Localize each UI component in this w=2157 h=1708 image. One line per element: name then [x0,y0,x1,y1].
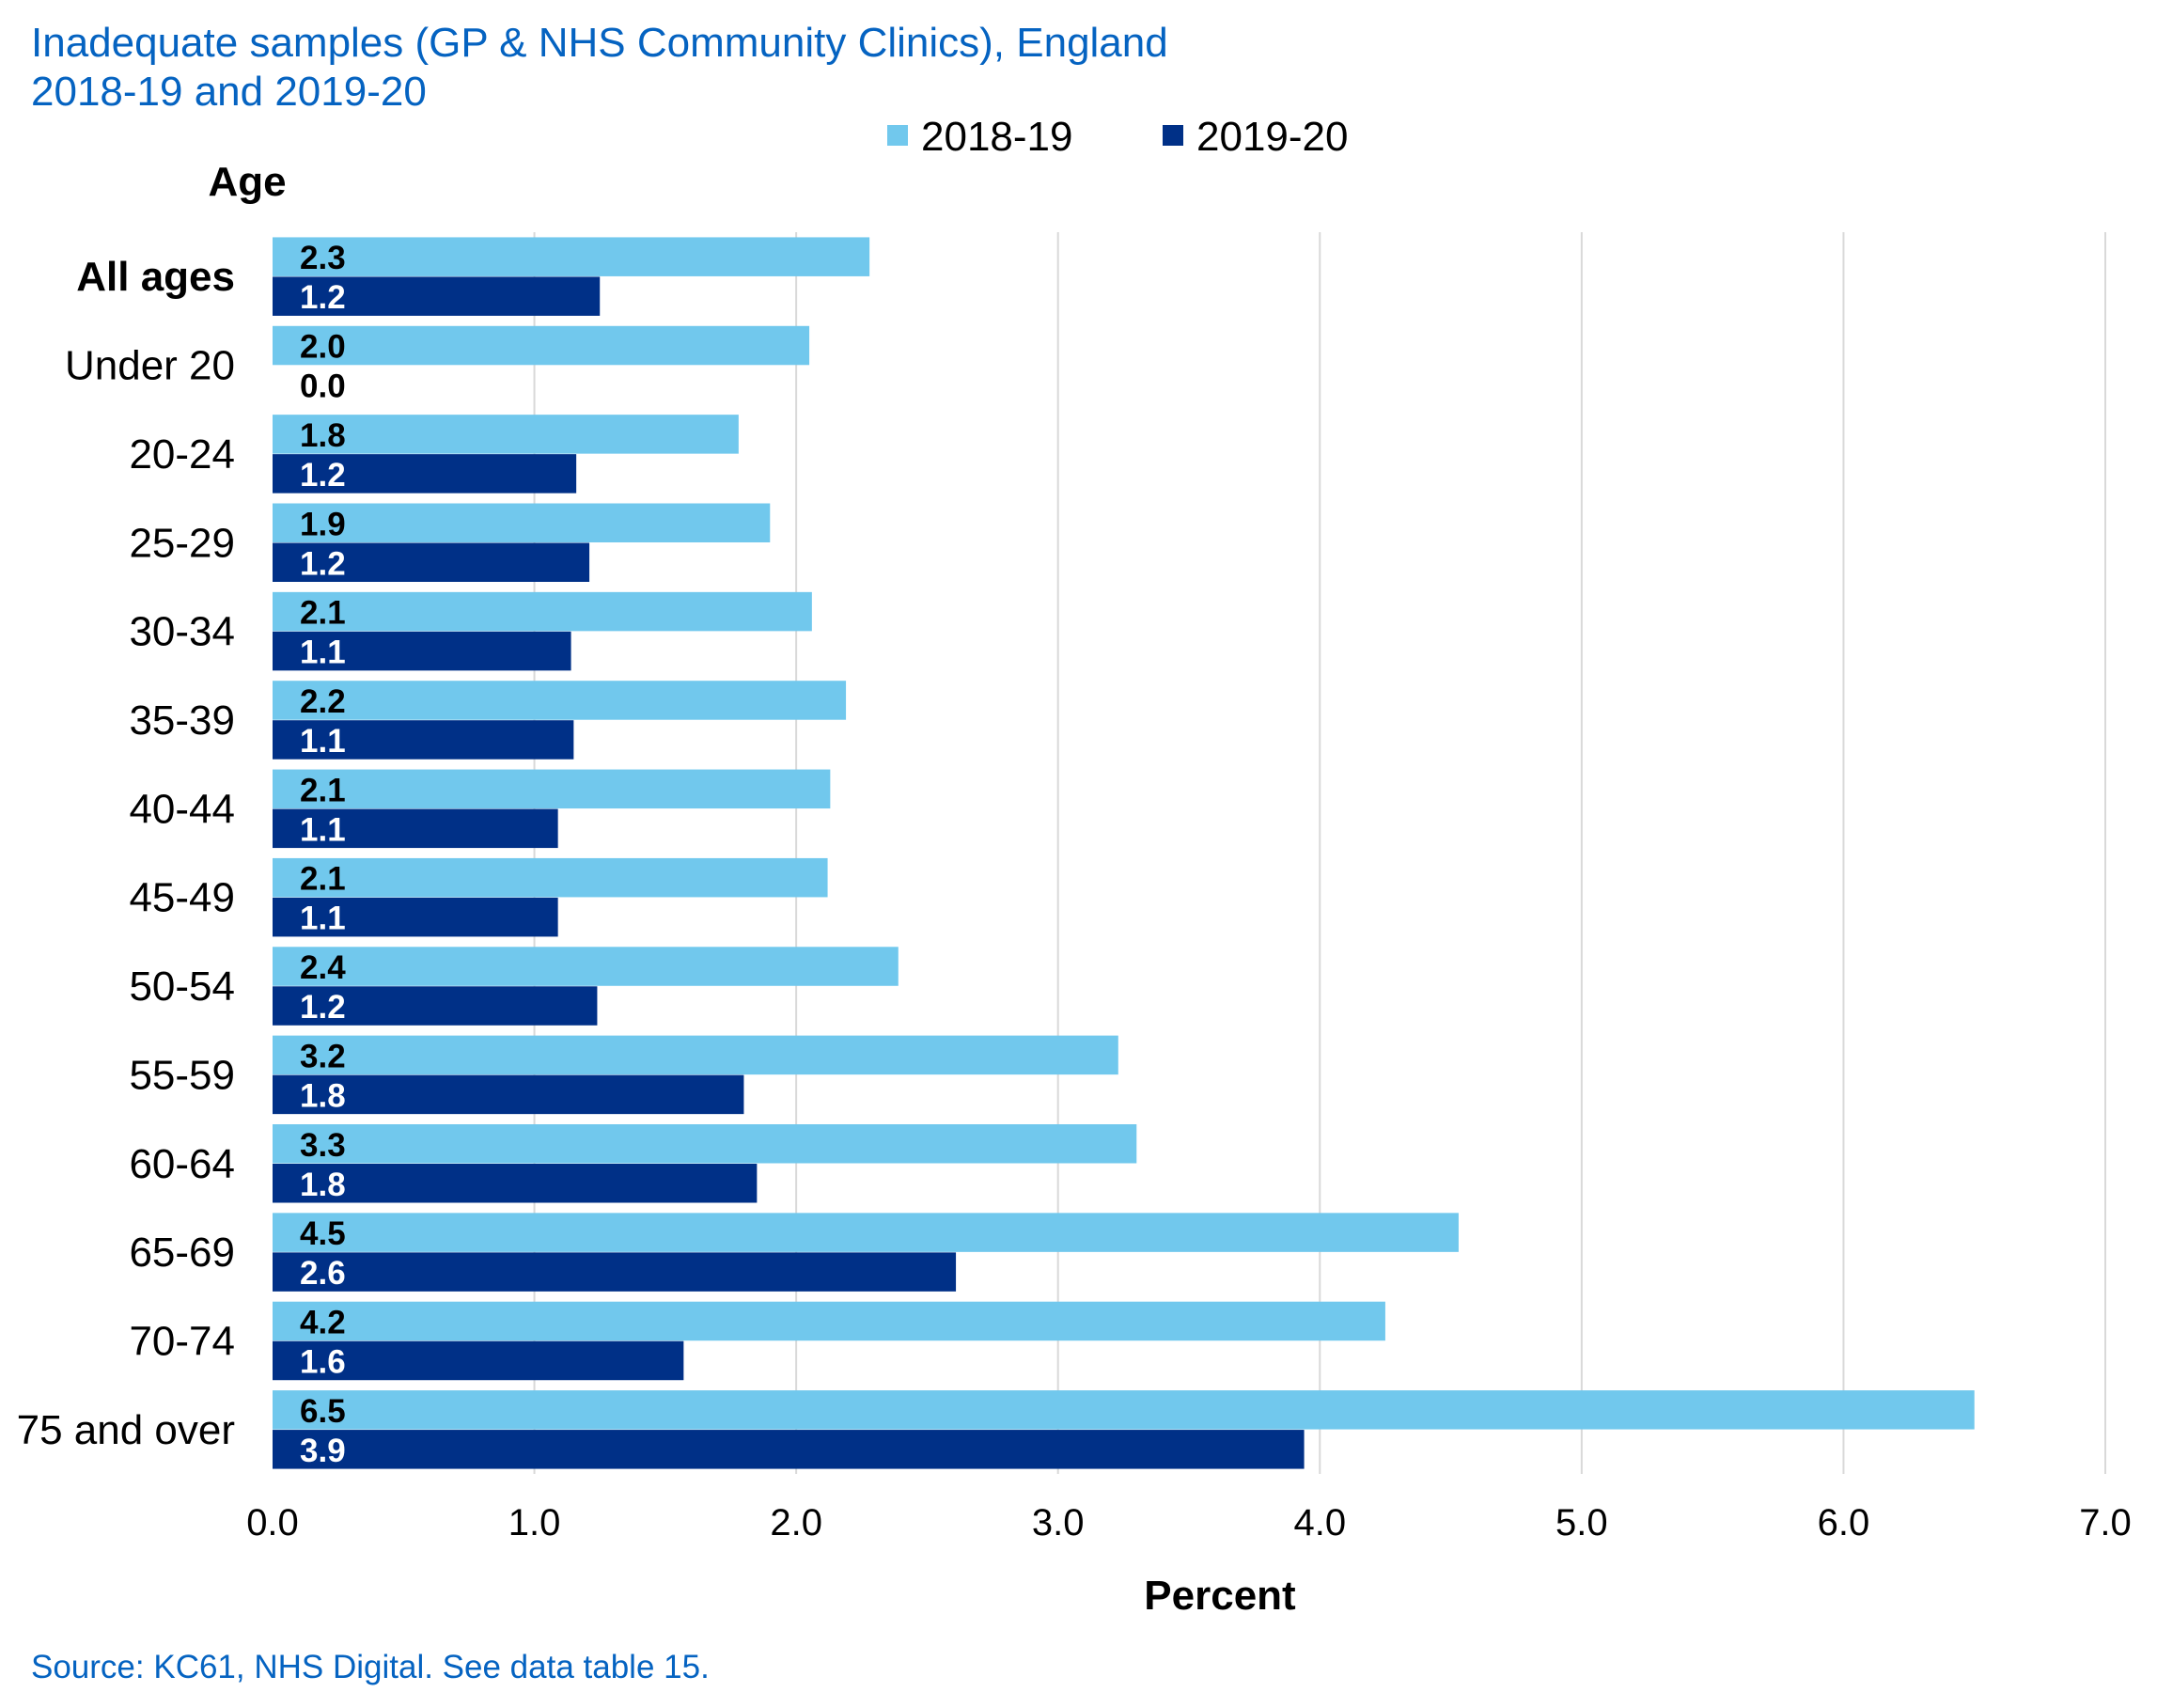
source-note: Source: KC61, NHS Digital. See data tabl… [31,1649,710,1685]
data-label-2019-20-12: 1.6 [300,1343,346,1380]
x-tick-label-0: 0.0 [246,1502,299,1543]
bar-2019-20-9 [273,1074,744,1115]
data-label-2018-19-12: 4.2 [300,1304,346,1340]
legend: 2018-19 2019-20 [887,114,1348,160]
bar-2018-19-0 [273,237,870,276]
category-label-1: Under 20 [65,343,235,389]
data-label-2019-20-11: 2.6 [300,1255,346,1292]
bar-2018-19-13 [273,1390,1975,1430]
data-label-2018-19-2: 1.8 [300,417,346,454]
data-label-2018-19-7: 2.1 [300,861,346,898]
legend-label-2019-20: 2019-20 [1196,114,1348,160]
category-label-6: 40-44 [129,786,235,832]
data-label-2018-19-9: 3.2 [300,1038,346,1074]
bar-2019-20-10 [273,1164,758,1203]
bar-2019-20-2 [273,454,577,494]
category-label-10: 60-64 [129,1141,235,1187]
category-label-2: 20-24 [129,431,235,478]
bar-2018-19-4 [273,591,812,632]
data-label-2018-19-10: 3.3 [300,1127,346,1164]
data-label-2019-20-1: 0.0 [300,368,346,405]
data-label-2018-19-8: 2.4 [300,949,346,986]
bar-2018-19-5 [273,681,847,720]
data-label-2019-20-4: 1.1 [300,635,346,671]
category-label-12: 70-74 [129,1318,235,1364]
data-label-2019-20-7: 1.1 [300,901,346,937]
data-label-2018-19-3: 1.9 [300,506,346,542]
data-label-2019-20-2: 1.2 [300,457,346,494]
bar-2018-19-3 [273,503,771,542]
data-label-2019-20-0: 1.2 [300,279,346,316]
data-label-2018-19-11: 4.5 [300,1215,346,1252]
x-tick-label-6: 6.0 [1818,1502,1870,1543]
x-axis-title: Percent [1144,1573,1296,1619]
category-label-7: 45-49 [129,875,235,921]
data-label-2018-19-1: 2.0 [300,329,346,366]
chart-title-line-2: 2018-19 and 2019-20 [31,69,427,115]
data-label-2019-20-3: 1.2 [300,545,346,582]
bar-2019-20-6 [273,808,558,849]
bar-2019-20-0 [273,276,601,316]
bar-2018-19-1 [273,325,810,366]
category-label-4: 30-34 [129,609,235,655]
bar-2019-20-8 [273,986,598,1026]
category-label-8: 50-54 [129,964,235,1010]
x-tick-label-4: 4.0 [1293,1502,1346,1543]
category-label-3: 25-29 [129,520,235,566]
data-label-2018-19-6: 2.1 [300,772,346,808]
data-label-2019-20-8: 1.2 [300,989,346,1026]
bar-2018-19-7 [273,857,828,898]
bar-2018-19-9 [273,1035,1118,1075]
bar-2018-19-6 [273,769,831,809]
gridlines [533,232,2106,1474]
bar-2018-19-8 [273,947,899,986]
legend-swatch-2018-19 [887,125,908,146]
data-label-2019-20-9: 1.8 [300,1077,346,1114]
bar-2019-20-5 [273,720,574,760]
bars: 2.31.22.00.01.81.21.91.22.11.12.21.12.11… [273,237,1975,1469]
data-label-2018-19-0: 2.3 [300,240,346,276]
data-label-2019-20-10: 1.8 [300,1167,346,1203]
bar-2018-19-10 [273,1124,1137,1164]
bar-2019-20-11 [273,1252,957,1292]
category-label-9: 55-59 [129,1052,235,1098]
x-tick-label-5: 5.0 [1555,1502,1608,1543]
legend-swatch-2019-20 [1163,125,1183,146]
x-tick-label-2: 2.0 [770,1502,822,1543]
category-label-13: 75 and over [17,1407,235,1453]
data-label-2019-20-6: 1.1 [300,811,346,848]
category-label-11: 65-69 [129,1230,235,1276]
x-tick-label-7: 7.0 [2079,1502,2132,1543]
x-tick-label-1: 1.0 [508,1502,561,1543]
y-axis-title: Age [208,159,286,205]
bar-2019-20-3 [273,542,590,582]
category-label-0: All ages [76,254,235,300]
x-tick-labels: 0.0 1.0 2.0 3.0 4.0 5.0 6.0 7.0 [246,1502,2132,1543]
data-label-2018-19-13: 6.5 [300,1393,346,1430]
category-label-5: 35-39 [129,697,235,744]
data-label-2019-20-5: 1.1 [300,723,346,760]
data-label-2018-19-5: 2.2 [300,683,346,720]
bar-2019-20-4 [273,631,571,671]
category-labels: All ages Under 20 20-24 25-29 30-34 35-39 40-4… [17,254,235,1453]
data-label-2019-20-13: 3.9 [300,1433,346,1469]
bar-2019-20-13 [273,1430,1305,1469]
bar-2018-19-2 [273,415,739,454]
data-label-2018-19-4: 2.1 [300,595,346,632]
bar-2019-20-7 [273,897,558,937]
bar-2018-19-12 [273,1301,1385,1341]
chart-title-line-1: Inadequate samples (GP & NHS Community C… [31,20,1168,66]
bar-2019-20-12 [273,1340,684,1381]
legend-label-2018-19: 2018-19 [921,114,1072,160]
x-tick-label-3: 3.0 [1032,1502,1085,1543]
bar-2018-19-11 [273,1213,1459,1252]
